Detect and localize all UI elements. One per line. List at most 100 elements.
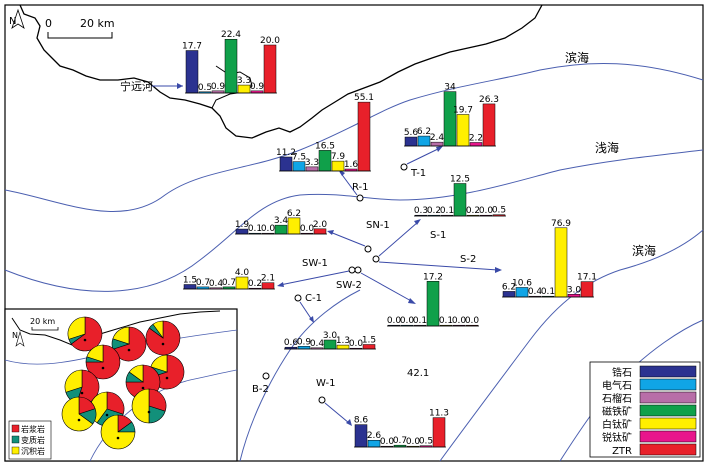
pie-site-dot bbox=[116, 436, 120, 440]
station-label-t1: T-1 bbox=[410, 168, 426, 179]
bar-value-label: 4.0 bbox=[235, 268, 250, 278]
inset-scale-label: 20 km bbox=[30, 317, 55, 326]
pie-chart bbox=[100, 414, 136, 450]
legend-label: 锆石 bbox=[612, 366, 632, 379]
legend-swatch bbox=[639, 365, 697, 378]
bar-value-label: 19.7 bbox=[453, 105, 473, 115]
bar-value-label: 0.7 bbox=[393, 436, 407, 446]
pie-site-dot bbox=[83, 338, 87, 342]
legend-label: 锐钛矿 bbox=[602, 431, 632, 444]
scale-bar-zero: 0 bbox=[45, 17, 52, 30]
pie-slice bbox=[131, 388, 150, 424]
station-label-c1: C-1 bbox=[305, 293, 322, 304]
bar-value-label: 0.4 bbox=[528, 287, 543, 297]
arrow-head-s2 bbox=[495, 267, 502, 273]
bar-3 bbox=[426, 281, 440, 327]
bar-6 bbox=[432, 417, 446, 448]
bar-1 bbox=[367, 439, 381, 448]
bar-value-label: 12.5 bbox=[450, 175, 470, 185]
station-label-r1: R-1 bbox=[352, 182, 369, 193]
river-arrow-head bbox=[177, 83, 183, 89]
bar-value-label: 3.3 bbox=[305, 158, 319, 168]
bar-value-label: 0.4 bbox=[209, 279, 224, 289]
pie-chart bbox=[67, 316, 103, 352]
bar-value-label: 0.1 bbox=[541, 287, 555, 297]
bar-chart-sw-1: 1.50.70.40.74.00.22.1 bbox=[183, 268, 275, 290]
arrow-head-c1 bbox=[309, 316, 314, 323]
bar-4 bbox=[237, 84, 251, 94]
inset-scale-bar bbox=[31, 327, 59, 331]
bar-value-label: 8.6 bbox=[354, 416, 369, 426]
bar-3 bbox=[443, 91, 457, 147]
bar-value-label: 0.0 bbox=[300, 224, 315, 234]
bar-value-label: 0.5 bbox=[198, 83, 212, 93]
station-label-sn1: SN-1 bbox=[366, 220, 390, 231]
station-marker-r1 bbox=[356, 194, 364, 202]
station-marker-s1 bbox=[372, 255, 380, 263]
bar-0 bbox=[185, 50, 199, 94]
bar-value-label: 0.7 bbox=[222, 278, 236, 288]
bar-value-label: 0.1 bbox=[248, 224, 262, 234]
bar-value-label: 0.4 bbox=[310, 339, 325, 349]
bar-0 bbox=[354, 424, 368, 448]
arrow-s1 bbox=[378, 221, 419, 257]
bar-3 bbox=[274, 224, 288, 235]
bar-value-label: 2.4 bbox=[430, 133, 445, 143]
arrow-r1 bbox=[339, 171, 358, 196]
bar-chart-w-1: 8.62.60.00.70.00.511.3 bbox=[354, 409, 449, 448]
bar-value-label: 10.6 bbox=[512, 278, 532, 288]
bar-chart-sn-1: 1.90.10.03.46.20.02.0 bbox=[235, 209, 328, 235]
bar-value-label: 0.0 bbox=[261, 224, 276, 234]
mineral-bar-charts: 17.70.50.922.43.30.920.011.27.53.316.57.… bbox=[182, 30, 597, 448]
station-marker-sw1 bbox=[348, 266, 356, 274]
arrow-t1 bbox=[406, 147, 441, 165]
rock-legend-swatch bbox=[11, 435, 20, 444]
bar-value-label: 0.0 bbox=[349, 339, 364, 349]
bar-value-label: 11.2 bbox=[276, 148, 296, 158]
bar-value-label: 17.2 bbox=[423, 272, 443, 282]
bar-value-label: 3.3 bbox=[237, 76, 251, 86]
pie-site-dot bbox=[127, 348, 131, 352]
station-label-w1: W-1 bbox=[316, 378, 335, 389]
rock-legend-label: 沉积岩 bbox=[21, 446, 45, 456]
bar-value-label: 0.0 bbox=[406, 437, 421, 447]
bar-0 bbox=[404, 136, 418, 147]
bar-value-label: 1.3 bbox=[336, 336, 350, 346]
region-label-coast-north: 滨海 bbox=[565, 50, 589, 65]
bar-value-label: 0.9 bbox=[250, 82, 265, 92]
legend-swatch bbox=[639, 391, 697, 404]
bar-value-label: 0.5 bbox=[492, 206, 506, 216]
rock-legend-swatch bbox=[11, 424, 20, 433]
arrow-head-sw1 bbox=[277, 282, 284, 287]
pie-slice bbox=[67, 316, 86, 340]
legend-label: 白钛矿 bbox=[602, 418, 632, 431]
bar-3 bbox=[323, 339, 337, 350]
pie-site-dot bbox=[165, 376, 169, 380]
bar-value-label: 1.5 bbox=[362, 336, 376, 346]
pie-site-dot bbox=[147, 410, 151, 414]
station-label-sw1: SW-1 bbox=[302, 258, 328, 269]
bar-value-label: 0.0 bbox=[479, 206, 494, 216]
bar-6 bbox=[482, 103, 496, 147]
region-label-coast-east: 滨海 bbox=[632, 243, 656, 258]
isobath-line-2 bbox=[4, 149, 704, 292]
bar-chart-c-1: 0.60.90.43.01.30.01.5 bbox=[284, 331, 376, 350]
legend-label: 石榴石 bbox=[602, 392, 632, 405]
pie-slice bbox=[86, 344, 104, 363]
bar-value-label: 2.0 bbox=[313, 220, 328, 230]
bar-value-label: 0.9 bbox=[211, 82, 226, 92]
pie-site-dot bbox=[141, 386, 145, 390]
legend-swatch bbox=[639, 443, 697, 456]
bar-6 bbox=[357, 101, 371, 172]
bar-value-label: 0.5 bbox=[419, 437, 433, 447]
arrow-head-s1 bbox=[414, 219, 421, 225]
arrow-sw2 bbox=[360, 272, 414, 303]
north-arrow-label: N bbox=[9, 16, 16, 27]
station-label-s2: S-2 bbox=[460, 254, 476, 265]
pie-site-dot bbox=[101, 366, 105, 370]
bar-chart-sw-2: 0.00.00.117.20.10.00.0 bbox=[387, 272, 479, 327]
scale-bar: 0 20 km bbox=[45, 17, 115, 39]
bar-value-label: 6.2 bbox=[287, 209, 301, 219]
